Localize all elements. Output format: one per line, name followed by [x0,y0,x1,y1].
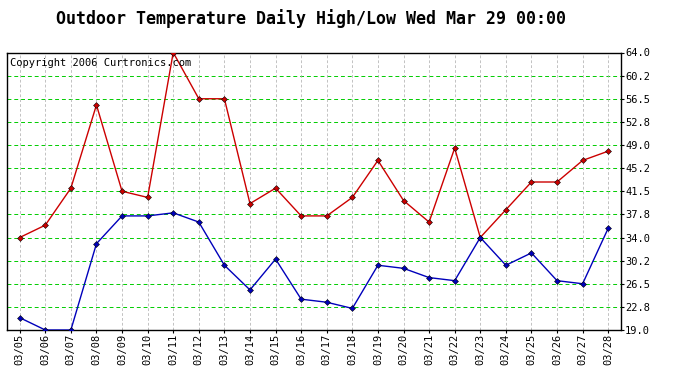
Text: Outdoor Temperature Daily High/Low Wed Mar 29 00:00: Outdoor Temperature Daily High/Low Wed M… [55,9,566,28]
Text: Copyright 2006 Curtronics.com: Copyright 2006 Curtronics.com [10,58,191,68]
